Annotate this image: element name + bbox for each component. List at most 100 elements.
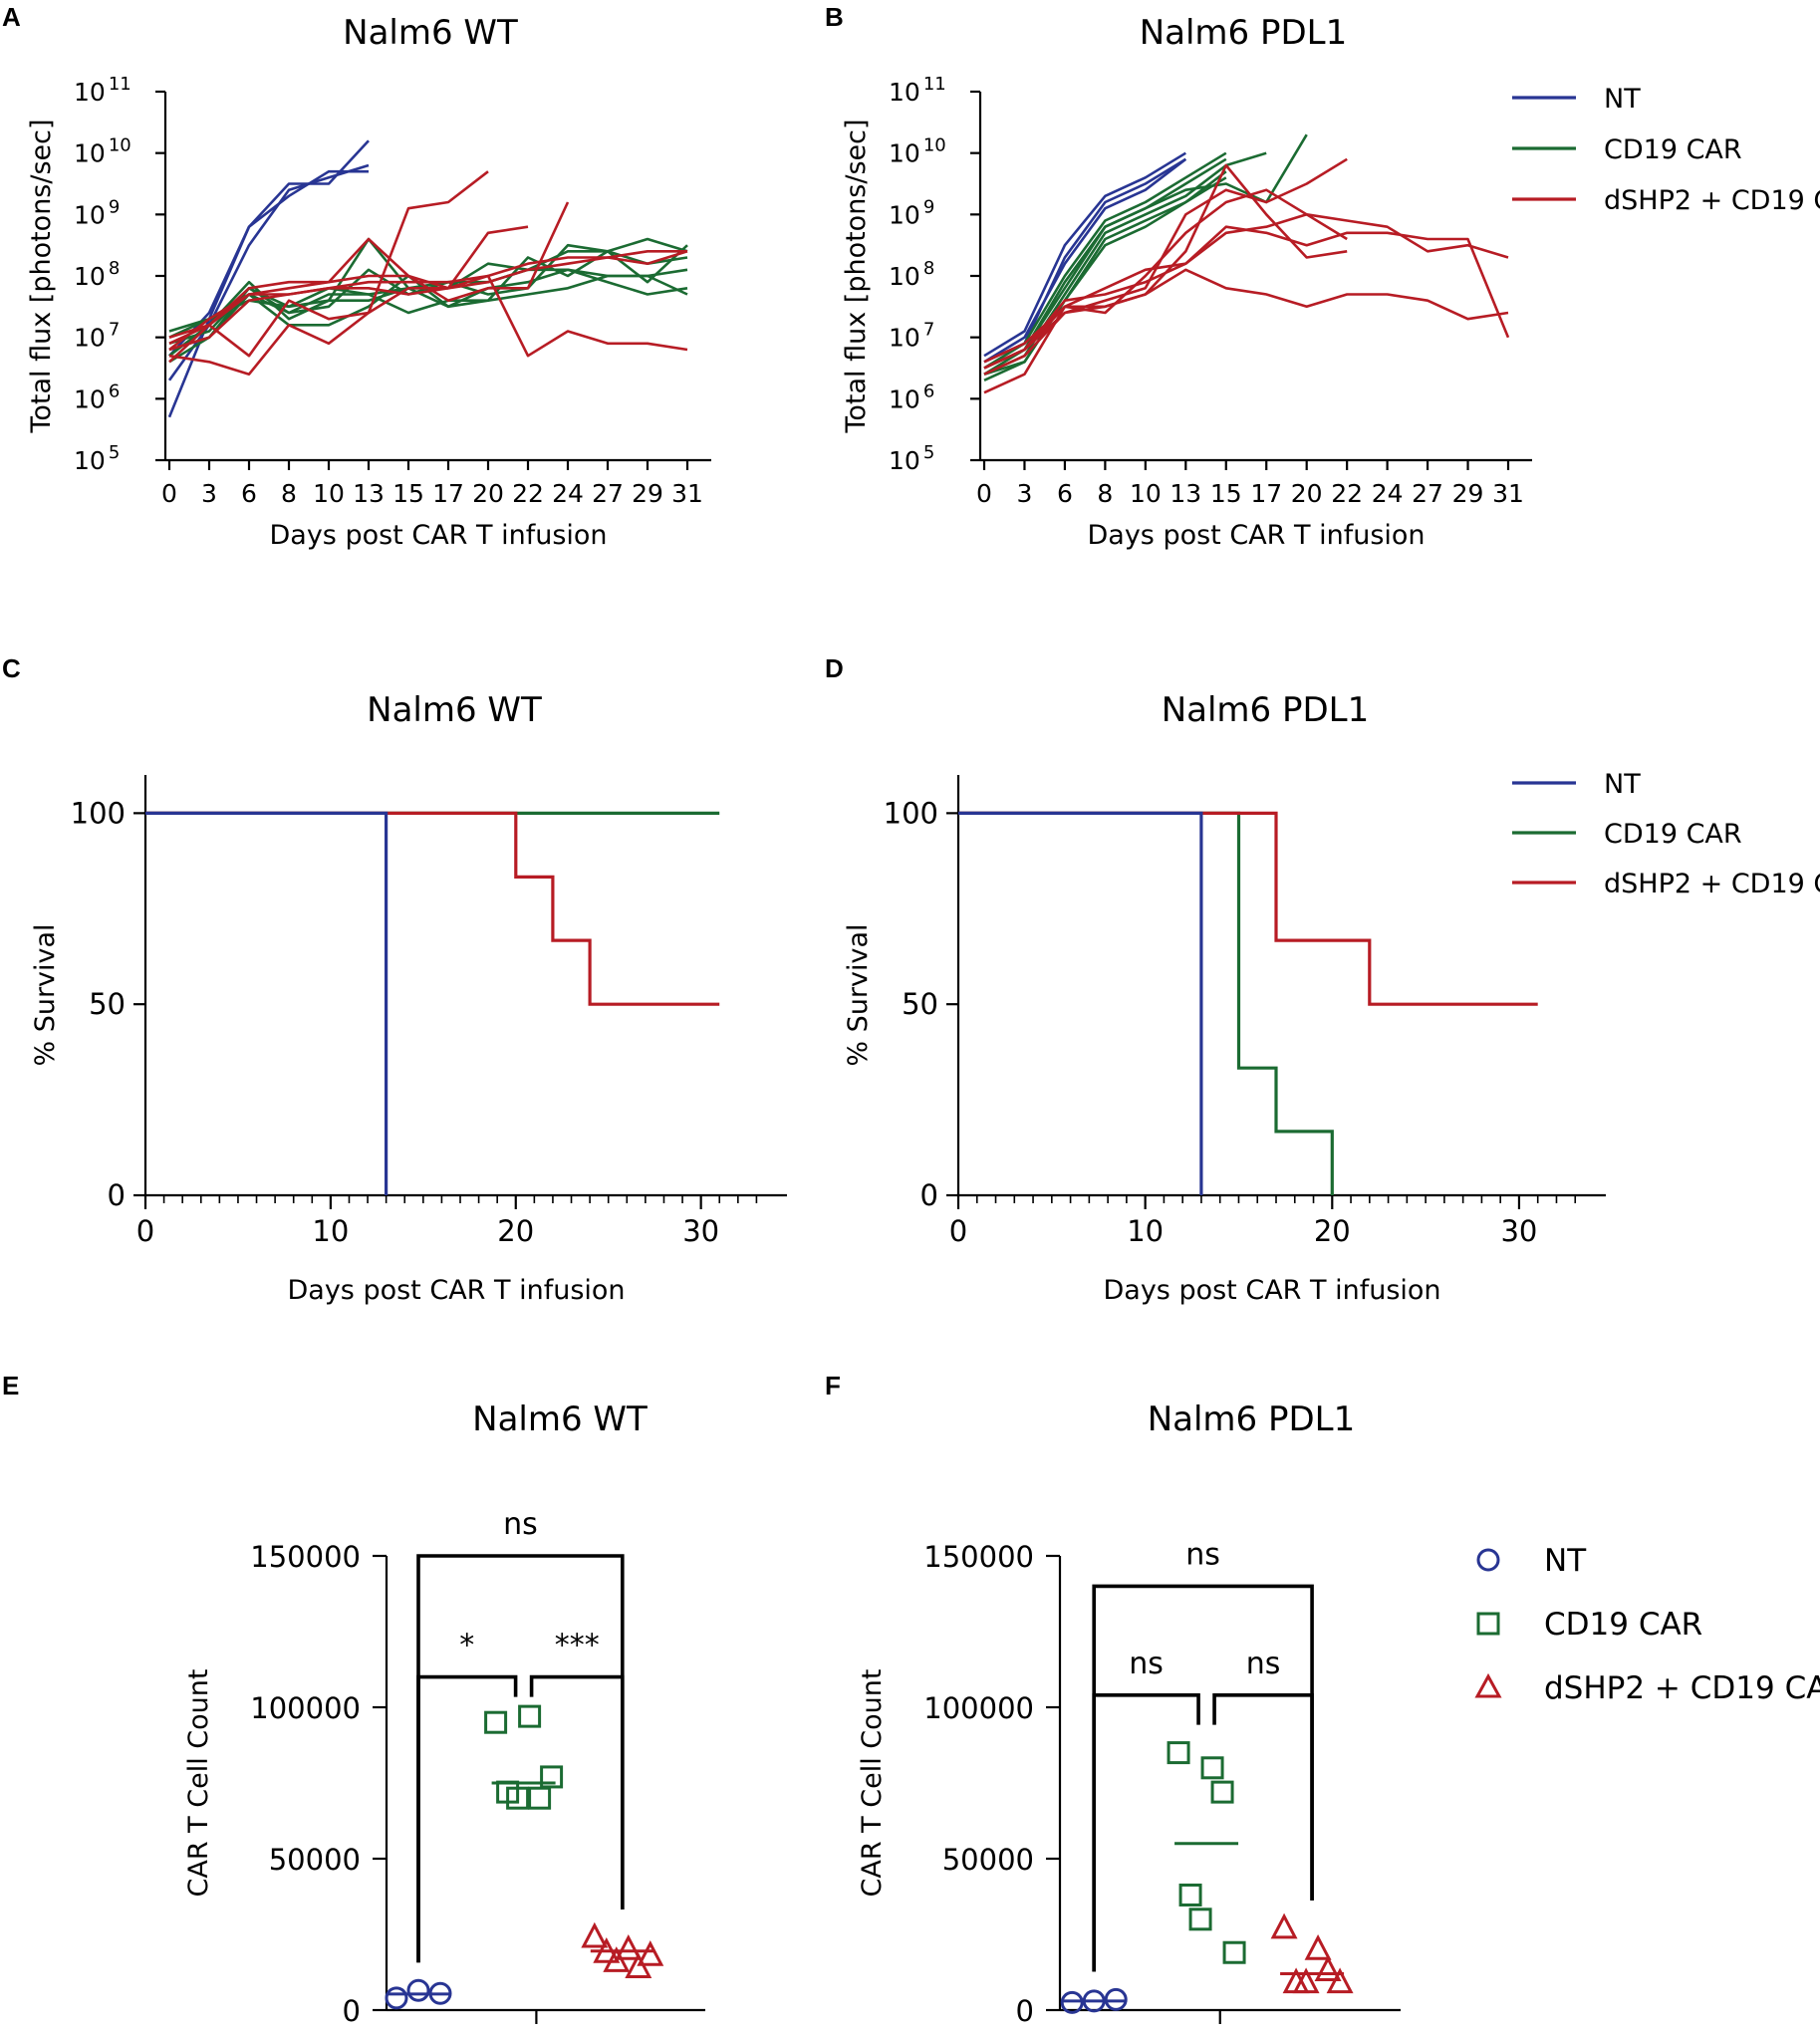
- significance-bracket: [416, 1674, 518, 1963]
- series-line: [983, 157, 1187, 364]
- y-axis-label: CAR T Cell Count: [857, 1669, 888, 1898]
- series-line: [167, 169, 369, 418]
- legend-label: CD19 CAR: [1544, 1607, 1702, 1643]
- data-point: [406, 1978, 430, 2002]
- y-tick-label: 10 9: [889, 196, 934, 229]
- y-tick-label: 10 10: [74, 135, 131, 168]
- data-point: [518, 1704, 542, 1728]
- panel-letter: A: [2, 2, 21, 32]
- data-point: [1178, 1883, 1202, 1907]
- data-point: [1200, 1756, 1224, 1780]
- x-tick-label: 15: [392, 479, 424, 508]
- legend-label: dSHP2 + CD19 CAR: [1604, 869, 1820, 899]
- data-point: [1326, 1967, 1354, 1994]
- y-tick-label: 10 5: [74, 442, 120, 475]
- data-point: [1188, 1907, 1212, 1931]
- x-tick-label: 22: [1331, 479, 1363, 508]
- data-point: [540, 1765, 564, 1789]
- y-tick-label: 10 6: [889, 381, 934, 413]
- significance-bracket: [529, 1674, 625, 1910]
- x-tick-label: 3: [201, 479, 217, 508]
- series-line: [168, 274, 688, 339]
- y-axis-label: Total flux [photons/sec]: [26, 119, 57, 433]
- series-line: [168, 170, 489, 358]
- x-axis-label: Days post CAR T infusion: [1087, 520, 1425, 551]
- significance-label: ns: [1246, 1647, 1281, 1681]
- significance-label: ns: [503, 1507, 538, 1542]
- y-tick-label: 0: [343, 1994, 361, 2028]
- legend: NT CD19 CAR dSHP2 + CD19 CAR: [1512, 769, 1820, 899]
- y-tick-label: 10 7: [74, 320, 120, 353]
- survival-line: [145, 811, 389, 1195]
- x-axis-label: Days post CAR T infusion: [287, 1275, 625, 1306]
- legend-label: NT: [1604, 84, 1641, 115]
- legend: NT CD19 CAR dSHP2 + CD19 CAR: [1474, 1543, 1820, 1706]
- legend-marker: [1476, 1612, 1500, 1636]
- y-tick-label: 100000: [250, 1691, 361, 1725]
- x-tick-label: 0: [976, 479, 992, 508]
- panel-letter: B: [825, 2, 844, 32]
- x-tick-label: 20: [472, 479, 504, 508]
- data-point: [1210, 1780, 1234, 1804]
- series-line: [168, 268, 688, 364]
- x-tick-label: 27: [592, 479, 624, 508]
- data-point: [1060, 1990, 1084, 2014]
- data-point: [1270, 1912, 1298, 1939]
- series-line: [983, 157, 1186, 364]
- y-tick-label: 10 8: [74, 258, 120, 291]
- x-tick-label: 24: [552, 479, 584, 508]
- data-point: [1222, 1940, 1246, 1964]
- chart-title: Nalm6 PDL1: [1140, 13, 1348, 53]
- legend-marker: [1476, 1548, 1500, 1572]
- panel-f: F Nalm6 PDL1 0 50000 100000 150000 CAR T Cell …: [825, 1371, 1401, 2028]
- legend: NT CD19 CAR dSHP2 + CD19 CAR: [1512, 84, 1820, 216]
- x-tick-label: 13: [353, 479, 385, 508]
- y-tick-label: 10 8: [889, 258, 934, 291]
- x-tick-label: 30: [682, 1214, 719, 1248]
- y-axis-label: CAR T Cell Count: [183, 1669, 214, 1898]
- y-tick-label: 50000: [269, 1843, 361, 1877]
- y-tick-label: 150000: [923, 1540, 1034, 1574]
- series-line: [168, 268, 688, 333]
- x-tick-label: 0: [949, 1214, 967, 1248]
- series-line: [983, 176, 1227, 376]
- significance-label: ns: [1185, 1537, 1220, 1572]
- data-point: [637, 1940, 664, 1966]
- y-tick-label: 10 6: [74, 381, 120, 413]
- series-line: [983, 133, 1308, 370]
- data-point: [1304, 1933, 1332, 1960]
- series-line: [983, 213, 1509, 370]
- survival-line: [958, 811, 1538, 1006]
- x-axis-label: Days post CAR T infusion: [1103, 1275, 1440, 1306]
- data-point: [506, 1786, 530, 1810]
- x-tick-label: 31: [1492, 479, 1524, 508]
- data-point: [1104, 1987, 1128, 2011]
- chart-title: Nalm6 WT: [472, 1399, 648, 1439]
- y-tick-label: 10 11: [74, 74, 131, 107]
- y-axis-label: Total flux [photons/sec]: [841, 119, 872, 433]
- legend-label: dSHP2 + CD19 CAR: [1604, 185, 1820, 216]
- y-tick-label: 100: [884, 796, 938, 830]
- x-tick-label: 10: [1127, 1214, 1164, 1248]
- significance-label: *: [459, 1629, 474, 1663]
- data-point: [581, 1921, 609, 1948]
- x-tick-label: 0: [161, 479, 177, 508]
- x-tick-label: 20: [1291, 479, 1323, 508]
- x-tick-label: 8: [1097, 479, 1113, 508]
- survival-line: [958, 811, 1203, 1195]
- series-line: [168, 250, 687, 364]
- y-tick-label: 100: [71, 796, 126, 830]
- data-point: [1314, 1955, 1342, 1981]
- x-tick-label: 10: [313, 479, 345, 508]
- panel-letter: E: [2, 1371, 19, 1400]
- y-axis-label: % Survival: [843, 923, 874, 1066]
- series-line: [983, 268, 1509, 370]
- y-tick-label: 10 11: [889, 74, 946, 107]
- y-tick-label: 0: [108, 1178, 126, 1212]
- survival-line: [145, 811, 720, 1006]
- data-point: [528, 1786, 552, 1810]
- x-tick-label: 31: [671, 479, 703, 508]
- y-tick-label: 50000: [942, 1843, 1034, 1877]
- x-tick-label: 30: [1500, 1214, 1537, 1248]
